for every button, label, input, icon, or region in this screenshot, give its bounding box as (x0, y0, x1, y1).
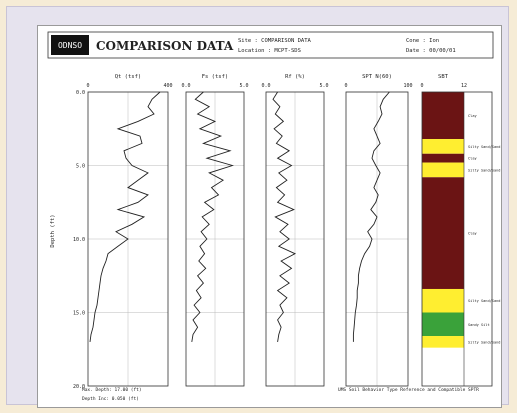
location-label: Location : MCPT-SDS (238, 48, 301, 54)
image-frame: ODNSO COMPARISON DATA Site : COMPARISON … (6, 6, 509, 408)
x-tick-min-fs-tsf: 0.0 (181, 83, 190, 89)
sbt-layer-5 (422, 288, 464, 313)
sbt-layer-label: Sandy Silt (468, 323, 490, 327)
series-line-fs-tsf (191, 91, 234, 342)
sbt-layer-2 (422, 153, 464, 163)
panel-frame-qt-tsf (87, 91, 169, 387)
x-tick-min-rf: 0.0 (261, 83, 270, 89)
logo-box (51, 35, 89, 55)
sbt-layer-3 (422, 162, 464, 178)
date-label: Date : 00/00/01 (406, 48, 456, 54)
page-title: COMPARISON DATA (96, 39, 234, 53)
sbt-layer-label: Silty Sand/Sand (468, 299, 500, 303)
depth-inc-label: Depth Inc: 0.050 (ft) (82, 396, 139, 402)
footer-note: UMS Soil Behavior Type Reference and Com… (338, 387, 479, 393)
sbt-layer-0 (422, 92, 464, 140)
logo-text: ODNSO (58, 41, 82, 50)
x-tick-min-qt-tsf: 0 (86, 83, 89, 89)
panel-title-sbt: SBT (438, 74, 449, 80)
panel-frame-rf (265, 91, 325, 387)
panel-title-qt-tsf: Qt (tsf) (115, 74, 142, 80)
y-tick-label: 15.0 (73, 311, 85, 317)
sbt-layer-1 (422, 139, 464, 154)
x-tick-max-fs-tsf: 5.0 (239, 83, 248, 89)
sbt-layer-label: Clay (468, 157, 477, 161)
cpt-log-sheet: ODNSO COMPARISON DATA Site : COMPARISON … (37, 25, 502, 408)
y-axis-label: Depth (ft) (50, 214, 56, 247)
y-tick-label: 20.0 (73, 384, 85, 390)
cpt-log-chart: ODNSO COMPARISON DATA Site : COMPARISON … (47, 31, 501, 402)
max-depth-label: Max. Depth: 17.00 (ft) (82, 387, 142, 393)
panel-frame-fs-tsf (185, 91, 245, 387)
panel-title-rf: Rf (%) (285, 74, 305, 80)
sbt-column-frame (421, 91, 493, 387)
header-box (47, 31, 494, 59)
site-label: Site : COMPARISON DATA (238, 38, 312, 44)
x-tick-min-sbt: 0 (420, 83, 423, 89)
x-tick-max-qt-tsf: 400 (163, 83, 172, 89)
x-tick-max-spt-n-60: 100 (403, 83, 412, 89)
series-line-qt-tsf (89, 91, 161, 342)
y-tick-label: 5.0 (76, 164, 85, 170)
sbt-layer-4 (422, 177, 464, 289)
panel-title-fs-tsf: Fs (tsf) (202, 74, 229, 80)
chart-panels: 0.0 5.0 10.0 15.0 20.0 Qt (tsf) 0 400 Fs (tsf) 0.… (73, 74, 501, 390)
x-tick-max-sbt: 12 (461, 83, 467, 89)
x-tick-min-spt-n-60: 0 (344, 83, 347, 89)
sbt-layer-7 (422, 336, 464, 348)
sbt-layer-label: Silty Sand/Sand (468, 340, 500, 344)
y-tick-label: 0.0 (76, 90, 85, 96)
sbt-layer-8 (422, 347, 464, 386)
panel-title-spt-n-60: SPT N(60) (362, 74, 392, 80)
cone-label: Cone : Ion (406, 38, 439, 44)
series-line-rf (272, 91, 297, 342)
y-tick-label: 10.0 (73, 237, 85, 243)
sbt-layer-label: Silty Sand/Sand (468, 168, 500, 172)
sbt-layer-label: Clay (468, 114, 477, 118)
sbt-layer-label: Clay (468, 232, 477, 236)
sbt-layer-label: Silty Sand/Sand (468, 145, 500, 149)
x-tick-max-rf: 5.0 (319, 83, 328, 89)
panel-frame-spt-n-60 (345, 91, 409, 387)
series-line-spt-n-60 (352, 91, 390, 342)
sbt-layer-6 (422, 312, 464, 337)
